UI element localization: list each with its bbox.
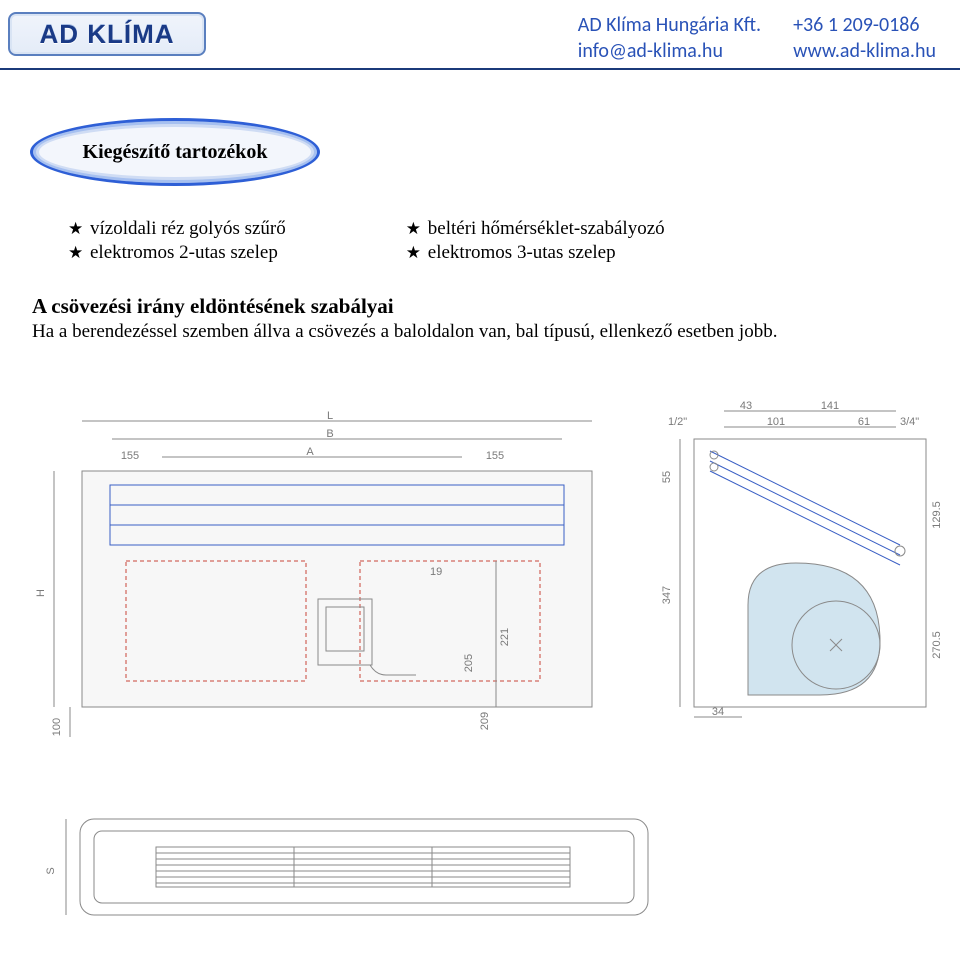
star-icon: ★ [406, 219, 422, 239]
header-contact: AD Klíma Hungária Kft. info@ad-klima.hu … [578, 12, 936, 64]
svg-text:141: 141 [821, 400, 839, 412]
svg-text:155: 155 [121, 450, 139, 462]
side-diagram: 1/2" 3/4" 43 141 101 61 55 [650, 395, 950, 725]
piping-section: A csövezési irány eldöntésének szabályai… [0, 294, 960, 343]
logo: AD KLÍMA [8, 12, 206, 56]
logo-text: AD KLÍMA [39, 19, 174, 50]
badge-container: Kiegészítő tartozékok [30, 118, 960, 186]
svg-text:L: L [327, 411, 333, 422]
company-email: info@ad-klima.hu [578, 38, 761, 64]
front-svg: L B A 155 155 H 100 [30, 411, 630, 741]
svg-text:209: 209 [479, 712, 491, 730]
front-diagram: L B A 155 155 H 100 [30, 411, 630, 741]
svg-text:221: 221 [499, 628, 511, 646]
svg-text:55: 55 [661, 471, 673, 483]
list-item: ★beltéri hőmérséklet-szabályozó [406, 218, 665, 240]
accessory-lists: ★vízoldali réz golyós szűrő ★elektromos … [0, 218, 960, 266]
side-svg: 1/2" 3/4" 43 141 101 61 55 [650, 395, 950, 725]
svg-text:S: S [45, 867, 57, 874]
list-item: ★vízoldali réz golyós szűrő [68, 218, 286, 240]
svg-text:270.5: 270.5 [931, 631, 943, 659]
svg-text:A: A [306, 446, 314, 458]
accessories-badge: Kiegészítő tartozékok [30, 118, 320, 186]
svg-text:43: 43 [740, 400, 752, 412]
svg-text:101: 101 [767, 416, 785, 428]
company-website: www.ad-klima.hu [793, 38, 936, 64]
star-icon: ★ [406, 243, 422, 263]
star-icon: ★ [68, 219, 84, 239]
svg-text:205: 205 [463, 654, 475, 672]
bottom-svg: S [40, 797, 660, 927]
svg-text:H: H [35, 589, 47, 597]
section-body: Ha a berendezéssel szemben állva a csöve… [32, 321, 920, 343]
list-item: ★elektromos 3-utas szelep [406, 242, 665, 264]
svg-text:34: 34 [712, 706, 724, 718]
svg-text:B: B [326, 428, 333, 440]
svg-text:3/4": 3/4" [900, 416, 919, 428]
diagram-area: L B A 155 155 H 100 [0, 411, 960, 971]
svg-text:1/2": 1/2" [668, 416, 687, 428]
svg-text:129.5: 129.5 [931, 501, 943, 529]
page-header: AD KLÍMA AD Klíma Hungária Kft. info@ad-… [0, 0, 960, 70]
accessory-list-left: ★vízoldali réz golyós szűrő ★elektromos … [68, 218, 286, 266]
svg-text:61: 61 [858, 416, 870, 428]
section-title: A csövezési irány eldöntésének szabályai [32, 294, 920, 319]
svg-text:19: 19 [430, 566, 442, 578]
svg-text:347: 347 [661, 586, 673, 604]
badge-label: Kiegészítő tartozékok [83, 141, 268, 164]
accessory-list-right: ★beltéri hőmérséklet-szabályozó ★elektro… [406, 218, 665, 266]
bottom-diagram: S [40, 797, 660, 927]
list-item: ★elektromos 2-utas szelep [68, 242, 286, 264]
svg-text:100: 100 [51, 718, 63, 736]
svg-text:155: 155 [486, 450, 504, 462]
company-phone: +36 1 209-0186 [793, 12, 936, 38]
star-icon: ★ [68, 243, 84, 263]
company-name: AD Klíma Hungária Kft. [578, 12, 761, 38]
